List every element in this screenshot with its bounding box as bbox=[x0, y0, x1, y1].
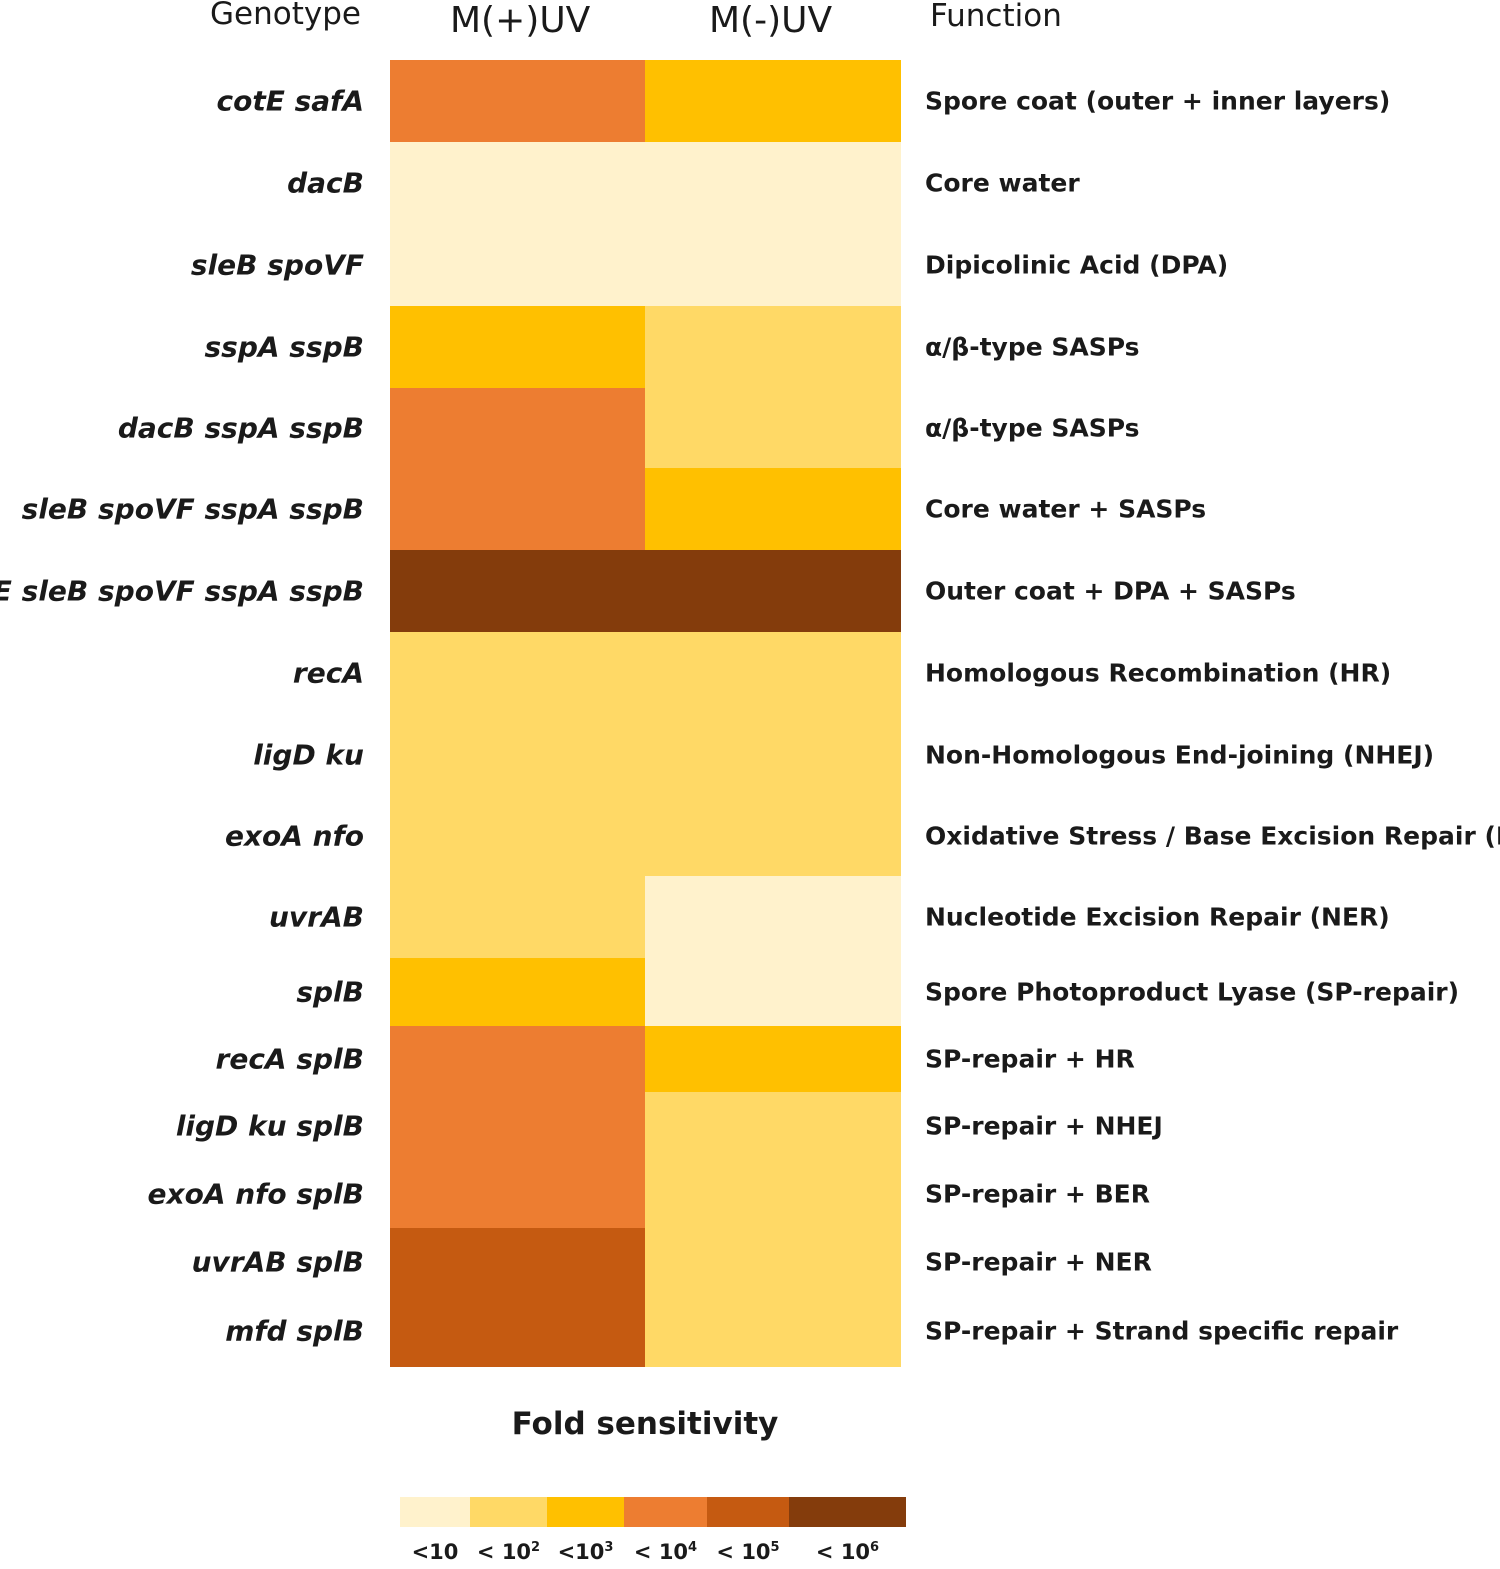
genotype-label: ligD ku splB bbox=[175, 1109, 364, 1143]
legend-tick-base: <10 bbox=[557, 1540, 605, 1564]
function-label: Spore Photoproduct Lyase (SP-repair) bbox=[925, 977, 1460, 1007]
heatmap-cell bbox=[645, 306, 901, 389]
heatmap-cell bbox=[645, 224, 901, 307]
genotype-label: dacB sspA sspB bbox=[117, 411, 364, 445]
function-label: Homologous Recombination (HR) bbox=[925, 658, 1392, 688]
heatmap-cell bbox=[390, 714, 646, 797]
function-label: Spore coat (outer + inner layers) bbox=[925, 86, 1391, 116]
legend-tick-label: < 106 bbox=[816, 1540, 879, 1564]
function-label: Core water + SASPs bbox=[925, 494, 1207, 524]
function-label: SP-repair + Strand specific repair bbox=[925, 1316, 1399, 1346]
function-label: Oxidative Stress / Base Excision Repair … bbox=[925, 821, 1500, 851]
genotype-label: sleB spoVF sspA sspB bbox=[21, 492, 364, 526]
function-label: SP-repair + BER bbox=[925, 1179, 1150, 1209]
function-label: Core water bbox=[925, 168, 1080, 198]
heatmap-cell bbox=[645, 714, 901, 797]
function-label: Non-Homologous End-joining (NHEJ) bbox=[925, 740, 1435, 770]
genotype-label: recA splB bbox=[215, 1042, 364, 1076]
legend-swatch bbox=[547, 1497, 624, 1527]
heatmap-cell bbox=[390, 1092, 646, 1161]
function-label: Dipicolinic Acid (DPA) bbox=[925, 250, 1229, 280]
heatmap-cell bbox=[645, 468, 901, 551]
heatmap-cell bbox=[390, 60, 646, 143]
function-label: SP-repair + HR bbox=[925, 1044, 1135, 1074]
function-label: SP-repair + NHEJ bbox=[925, 1111, 1163, 1141]
legend-title: Fold sensitivity bbox=[511, 1406, 779, 1442]
heatmap-cell bbox=[645, 388, 901, 469]
heatmap-cell bbox=[645, 876, 901, 959]
heatmap-cell bbox=[390, 632, 646, 715]
function-label: Outer coat + DPA + SASPs bbox=[925, 576, 1296, 606]
genotype-label: dacB bbox=[287, 166, 364, 200]
genotype-label: uvrAB bbox=[268, 900, 364, 934]
function-header: Function bbox=[930, 0, 1062, 34]
genotype-label: recA bbox=[292, 656, 364, 690]
legend-tick-label: < 104 bbox=[634, 1540, 697, 1564]
heatmap-cell bbox=[645, 632, 901, 715]
heatmap-cell bbox=[390, 796, 646, 877]
genotype-label: sleB spoVF bbox=[190, 248, 364, 282]
heatmap-cell bbox=[390, 142, 646, 225]
legend-tick-label: < 102 bbox=[477, 1540, 540, 1564]
heatmap-cell bbox=[390, 1160, 646, 1229]
legend-tick-base: < 10 bbox=[716, 1540, 771, 1564]
legend-tick-base: < 10 bbox=[633, 1540, 689, 1564]
legend-tick-label: < 105 bbox=[716, 1540, 779, 1564]
genotype-label: cotE sleB spoVF sspA sspB bbox=[0, 574, 364, 608]
legend-tick-exponent: 2 bbox=[531, 1540, 541, 1555]
function-label: α/β-type SASPs bbox=[925, 332, 1140, 362]
genotype-label: mfd splB bbox=[225, 1314, 364, 1348]
genotype-label: exoA nfo bbox=[224, 819, 364, 853]
legend-tick-exponent: 4 bbox=[688, 1540, 698, 1555]
heatmap-cell bbox=[645, 60, 901, 143]
legend-swatch bbox=[624, 1497, 707, 1527]
legend-swatch bbox=[707, 1497, 789, 1527]
legend-tick-base: < 10 bbox=[476, 1540, 532, 1564]
legend-tick-base: < 10 bbox=[815, 1540, 871, 1564]
heatmap-cell bbox=[390, 224, 646, 307]
heatmap-cell bbox=[645, 958, 901, 1027]
heatmap-cell bbox=[645, 1160, 901, 1229]
heatmap-cell bbox=[645, 1026, 901, 1093]
legend-swatch bbox=[400, 1497, 470, 1527]
heatmap-cell bbox=[645, 550, 901, 633]
column-header-m-minus-uv: M(-)UV bbox=[709, 0, 833, 41]
heatmap-cell bbox=[390, 550, 646, 633]
legend-tick-exponent: 5 bbox=[770, 1540, 780, 1555]
heatmap-cell bbox=[390, 1228, 646, 1297]
heatmap-cell bbox=[390, 1026, 646, 1093]
function-label: Nucleotide Excision Repair (NER) bbox=[925, 902, 1390, 932]
genotype-label: ligD ku bbox=[253, 738, 364, 772]
genotype-label: sspA sspB bbox=[204, 330, 364, 364]
legend-tick-exponent: 3 bbox=[604, 1540, 614, 1555]
heatmap-cell bbox=[390, 1296, 646, 1367]
heatmap-cell bbox=[390, 468, 646, 551]
genotype-label: cotE safA bbox=[216, 84, 364, 118]
genotype-label: splB bbox=[296, 975, 364, 1009]
legend-swatch bbox=[470, 1497, 547, 1527]
legend-tick-base: <10 bbox=[411, 1540, 459, 1564]
column-header-m-plus-uv: M(+)UV bbox=[450, 0, 591, 41]
function-label: SP-repair + NER bbox=[925, 1247, 1152, 1277]
heatmap-cell bbox=[390, 876, 646, 959]
genotype-label: uvrAB splB bbox=[191, 1245, 364, 1279]
legend-tick-label: <10 bbox=[412, 1540, 459, 1564]
heatmap-cell bbox=[645, 142, 901, 225]
heatmap-cell bbox=[390, 388, 646, 469]
heatmap-cell bbox=[645, 1228, 901, 1297]
legend-tick-label: <103 bbox=[558, 1540, 614, 1564]
function-label: α/β-type SASPs bbox=[925, 413, 1140, 443]
heatmap-cell bbox=[390, 958, 646, 1027]
heatmap-cell bbox=[645, 1092, 901, 1161]
genotype-label: exoA nfo splB bbox=[147, 1177, 364, 1211]
genotype-header: Genotype bbox=[210, 0, 361, 32]
heatmap-cell bbox=[390, 306, 646, 389]
heatmap-cell bbox=[645, 1296, 901, 1367]
legend-swatch bbox=[789, 1497, 906, 1527]
heatmap-cell bbox=[645, 796, 901, 877]
legend-tick-exponent: 6 bbox=[870, 1540, 880, 1555]
